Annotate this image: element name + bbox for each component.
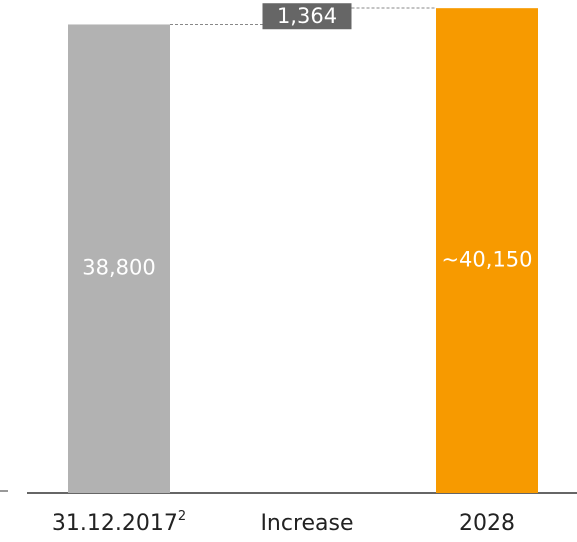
value-label: ~40,150	[441, 248, 532, 272]
category: 2028	[459, 511, 515, 536]
footnote-mark: 2	[178, 509, 186, 524]
bar	[436, 8, 538, 493]
value-label: 1,364	[277, 4, 337, 28]
x-tick-label: Increase	[260, 511, 353, 536]
x-tick-label: 31.12.20172	[52, 509, 186, 537]
value-label: 38,800	[82, 256, 155, 280]
bar	[68, 24, 170, 493]
category: 31.12.2017	[52, 511, 178, 536]
bar	[262, 8, 352, 25]
category: Increase	[260, 511, 353, 536]
x-tick-label: 2028	[459, 511, 515, 536]
